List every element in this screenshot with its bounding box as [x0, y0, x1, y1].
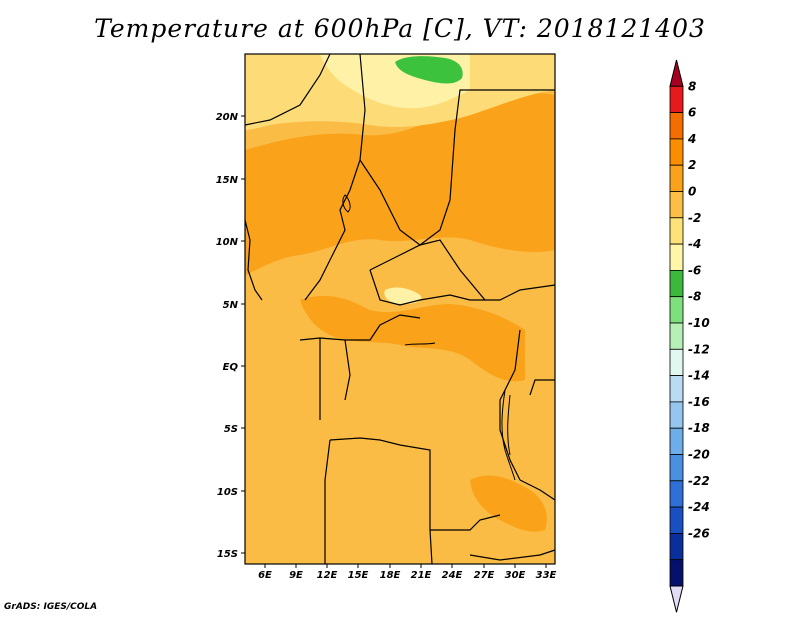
y-tick-label: 10N	[216, 237, 239, 248]
warm-region-south	[470, 475, 547, 532]
y-tick-labels: 20N 15N 10N 5N EQ 5S 10S 15S	[216, 112, 239, 560]
colorbar-segment	[669, 480, 684, 508]
x-tick-label: 24E	[442, 570, 463, 581]
colorbar-label: 4	[687, 132, 696, 146]
colorbar-segment	[669, 85, 684, 114]
colorbar-label: -12	[688, 342, 710, 356]
colorbar-label: -6	[688, 263, 701, 277]
colorbar-label: -18	[688, 421, 710, 435]
colorbar-segment	[669, 322, 684, 350]
colorbar-label: -20	[688, 448, 710, 462]
x-tick-label: 18E	[380, 570, 401, 581]
colorbar-label: -4	[688, 237, 701, 251]
colorbar-top-arrow	[669, 59, 684, 87]
colorbar-boxes	[669, 59, 684, 613]
colorbar-segment	[669, 427, 684, 455]
colorbar-segment	[669, 164, 684, 192]
colorbar-segment	[669, 138, 684, 166]
axis-ticks	[241, 115, 547, 568]
y-tick-label: 15N	[216, 175, 239, 186]
x-tick-label: 12E	[317, 570, 338, 581]
colorbar-segment	[669, 375, 684, 403]
x-tick-label: 15E	[348, 570, 369, 581]
country-borders	[244, 53, 556, 565]
footer-credit: GrADS: IGES/COLA	[4, 602, 98, 612]
colorbar-segment	[669, 559, 684, 587]
y-tick-label: 15S	[217, 549, 238, 560]
colorbar-label: 2	[688, 158, 696, 172]
colorbar-bottom-arrow	[669, 585, 684, 613]
x-tick-label: 33E	[536, 570, 557, 581]
colorbar-label: -16	[688, 395, 710, 409]
y-tick-label: 20N	[216, 112, 239, 123]
colorbar-segment	[669, 191, 684, 219]
map-panel	[244, 53, 556, 565]
colorbar-segment	[669, 348, 684, 376]
colorbar-segment	[669, 454, 684, 482]
x-tick-labels: 6E 9E 12E 15E 18E 21E 24E 27E 30E 33E	[258, 570, 556, 581]
green-patch	[395, 56, 463, 84]
colorbar-label: -26	[688, 526, 710, 540]
lakes	[342, 194, 516, 481]
colorbar-label: -8	[688, 290, 701, 304]
warm-region-north	[245, 93, 555, 275]
x-tick-label: 30E	[505, 570, 526, 581]
x-tick-label: 21E	[411, 570, 432, 581]
colorbar-segment	[669, 269, 684, 298]
colorbar: 8 6 4 2 0 -2 -4 -6 -8 -10 -12 -14 -16 -18 -20 -22 -24 -26	[669, 59, 710, 613]
colorbar-segment	[669, 112, 684, 140]
colorbar-label: -14	[688, 369, 710, 383]
colorbar-segment	[669, 296, 684, 324]
colorbar-label: -24	[688, 500, 710, 514]
colorbar-segment	[669, 533, 684, 561]
colorbar-label: -22	[688, 474, 710, 488]
x-tick-label: 6E	[258, 570, 272, 581]
colorbar-segment	[669, 217, 684, 245]
x-tick-label: 27E	[474, 570, 495, 581]
pale-region-center	[384, 287, 422, 305]
y-tick-label: EQ	[223, 362, 239, 373]
colorbar-label: -2	[688, 211, 701, 225]
y-tick-label: 5N	[223, 300, 239, 311]
colorbar-label: -10	[688, 316, 710, 330]
chart-title: Temperature at 600hPa [C], VT: 201812140…	[94, 14, 706, 43]
colorbar-segment	[669, 401, 684, 429]
y-tick-label: 10S	[217, 487, 238, 498]
colorbar-label: 8	[688, 79, 696, 93]
y-tick-label: 5S	[224, 424, 238, 435]
map-frame	[244, 53, 556, 565]
colorbar-label: 6	[688, 106, 696, 120]
colorbar-labels: 8 6 4 2 0 -2 -4 -6 -8 -10 -12 -14 -16 -18 -20 -22 -24 -26	[687, 79, 710, 540]
colorbar-segment	[669, 506, 684, 534]
colorbar-segment	[669, 243, 684, 271]
warm-region-central	[300, 295, 525, 382]
colorbar-label: 0	[688, 185, 696, 199]
x-tick-label: 9E	[289, 570, 303, 581]
